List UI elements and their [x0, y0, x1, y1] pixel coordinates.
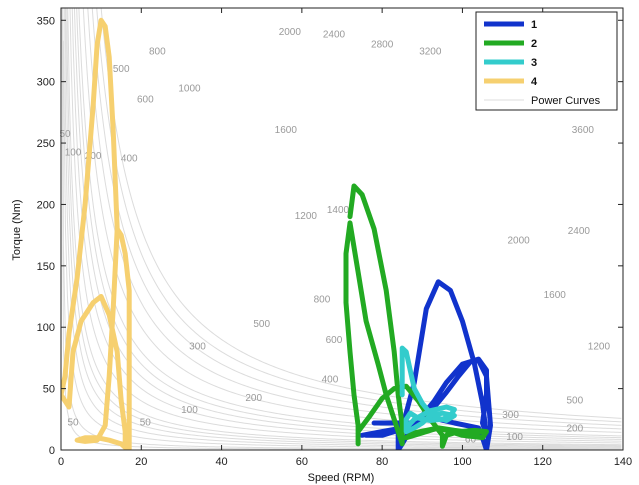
- power-curve: [82, 8, 622, 433]
- power-curve: [87, 8, 622, 430]
- power-curve-label: 100: [65, 147, 82, 158]
- power-curve-label: 3200: [419, 47, 442, 58]
- power-curves-layer: [61, 8, 622, 450]
- power-curve-labels: 50 50601001002002003003004005005006008001…: [59, 27, 610, 446]
- power-curve-label: 1600: [275, 125, 298, 136]
- series-layer: [61, 17, 493, 450]
- power-curve: [64, 8, 622, 448]
- power-curve: [71, 8, 622, 442]
- x-tick-label: 80: [376, 456, 388, 468]
- power-curve-label: 2000: [508, 236, 531, 247]
- power-curve: [67, 8, 622, 446]
- power-curve-label: 2400: [568, 226, 591, 237]
- power-curve: [62, 40, 622, 449]
- power-curve-label: 800: [149, 47, 166, 58]
- power-curve-label: 200: [85, 151, 102, 162]
- y-axis-label: Torque (Nm): [11, 199, 23, 260]
- series-line-4: [61, 17, 132, 450]
- y-tick-label: 250: [37, 138, 55, 150]
- power-curve-label: 200: [245, 393, 262, 404]
- power-curve-label: 50: [140, 417, 152, 428]
- power-curve-label: 300: [189, 341, 206, 352]
- y-tick-label: 0: [49, 445, 55, 457]
- y-tick-label: 200: [37, 199, 55, 211]
- x-tick-label: 120: [534, 456, 552, 468]
- power-curve-label: 400: [121, 153, 138, 164]
- power-curve-label: 50: [59, 129, 71, 140]
- power-curve-label: 600: [326, 335, 343, 346]
- power-curve-label: 100: [181, 405, 198, 416]
- legend: 1 2 3 4 Power Curves: [475, 11, 618, 111]
- power-curve-label: 50: [67, 417, 79, 428]
- series-line-2: [343, 183, 489, 449]
- power-curve-label: 2000: [279, 27, 302, 38]
- x-tick-label: 20: [135, 456, 147, 468]
- power-curve: [91, 8, 622, 426]
- y-tick-label: 150: [37, 261, 55, 273]
- power-curve: [61, 8, 622, 450]
- power-curve-label: 2400: [323, 29, 346, 40]
- power-curve-label: 2800: [371, 39, 394, 50]
- power-curve: [62, 8, 622, 450]
- x-tick-label: 40: [215, 456, 227, 468]
- power-curve-label: 100: [506, 432, 523, 443]
- power-curve-label: 200: [566, 424, 583, 435]
- power-curve: [69, 8, 622, 444]
- power-curve: [76, 8, 622, 439]
- legend-label-power-curves: Power Curves: [531, 95, 601, 107]
- legend-label-4: 4: [531, 76, 538, 88]
- power-curve: [66, 8, 622, 447]
- power-curve-label: 1400: [327, 205, 350, 216]
- legend-label-2: 2: [531, 38, 537, 50]
- y-tick-label: 300: [37, 77, 55, 89]
- power-curve-label: 1200: [295, 211, 318, 222]
- power-curve-label: 500: [566, 395, 583, 406]
- series-line-3: [399, 345, 457, 435]
- legend-label-3: 3: [531, 57, 537, 69]
- power-curve-label: 300: [502, 410, 519, 421]
- power-curve-label: 400: [322, 374, 339, 385]
- power-curve-label: 3600: [572, 125, 595, 136]
- power-curve-label: 60: [465, 435, 477, 446]
- plot-frame: [60, 7, 624, 451]
- power-curve-label: 600: [137, 95, 154, 106]
- power-curve: [64, 8, 622, 447]
- x-tick-label: 100: [453, 456, 471, 468]
- power-curve: [96, 8, 622, 423]
- x-axis-label: Speed (RPM): [308, 472, 375, 484]
- y-tick-label: 350: [37, 15, 55, 27]
- series-line-1: [359, 279, 493, 450]
- power-curve-label: 500: [253, 319, 270, 330]
- power-curve-label: 1000: [178, 83, 201, 94]
- x-tick-label: 0: [58, 456, 64, 468]
- power-curve-label: 1600: [544, 290, 567, 301]
- power-curve-label: 500: [113, 64, 130, 75]
- power-curve: [100, 8, 622, 419]
- power-curve: [73, 8, 622, 440]
- x-tick-label: 60: [296, 456, 308, 468]
- power-curve-label: 1200: [588, 341, 611, 352]
- y-tick-label: 50: [43, 384, 55, 396]
- x-tick-label: 140: [614, 456, 632, 468]
- legend-label-1: 1: [531, 19, 537, 31]
- y-tick-label: 100: [37, 322, 55, 334]
- power-curve: [78, 8, 622, 437]
- power-curve-label: 800: [314, 295, 331, 306]
